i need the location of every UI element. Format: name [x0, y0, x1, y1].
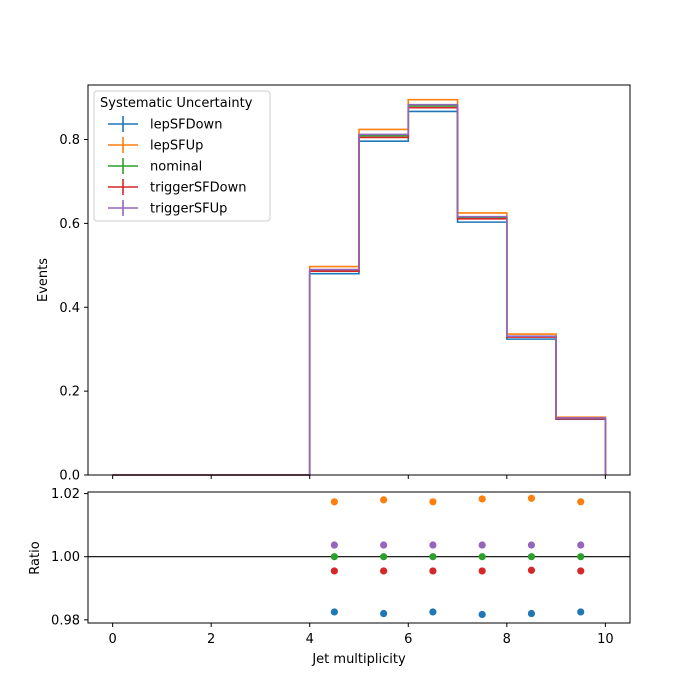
ratio-series-nominal: [330, 553, 585, 561]
ratio-point: [330, 608, 338, 616]
ratio-point: [380, 541, 388, 549]
ratio-point: [429, 608, 437, 616]
ratio-point: [478, 610, 486, 619]
ratio-x-tick-label: 8: [503, 632, 511, 647]
legend-label: nominal: [150, 160, 202, 175]
ratio-y-axis-label: Ratio: [28, 541, 43, 574]
legend-label: triggerSFDown: [150, 181, 246, 196]
main-panel: 0.0 0.2 0.4 0.6 0.8 Events Systematic Uncert…: [36, 84, 631, 484]
ratio-point: [478, 495, 486, 503]
ratio-point: [527, 494, 536, 502]
legend-label: triggerSFUp: [150, 202, 227, 217]
ratio-point: [380, 609, 388, 618]
ratio-point: [330, 498, 338, 506]
ratio-point: [577, 498, 585, 506]
ratio-y-tick-label: 1.02: [51, 487, 80, 502]
main-y-tick-label: 0.4: [59, 301, 80, 316]
ratio-x-tick-label: 6: [404, 632, 412, 647]
ratio-point: [380, 496, 388, 504]
ratio-series-lepSFDown: [330, 608, 585, 619]
ratio-point: [577, 608, 585, 616]
ratio-axes: 0 2 4 6 8 10 0.98 1.00 1.02: [51, 487, 614, 647]
legend-entry-lepSFDown: lepSFDown: [108, 116, 222, 133]
ratio-plot-frame: [87, 491, 631, 624]
ratio-point: [429, 567, 437, 575]
legend-label: lepSFDown: [150, 118, 222, 133]
legend-entry-triggerSFDown: triggerSFDown: [108, 179, 246, 196]
ratio-point: [577, 541, 585, 549]
ratio-point: [527, 553, 536, 561]
ratio-point: [429, 553, 437, 561]
ratio-series-group: [88, 494, 630, 619]
main-y-tick-label: 0.2: [59, 385, 80, 400]
ratio-series-triggerSFUp: [330, 541, 585, 549]
ratio-point: [478, 553, 486, 561]
ratio-x-tick-label: 4: [306, 632, 314, 647]
ratio-series-lepSFUp: [330, 494, 585, 506]
legend-label: lepSFUp: [150, 139, 203, 154]
legend-entry-nominal: nominal: [108, 158, 202, 175]
ratio-point: [429, 541, 437, 549]
ratio-point: [527, 541, 536, 549]
ratio-point: [577, 553, 585, 561]
ratio-point: [330, 541, 338, 549]
legend: Systematic Uncertainty lepSFDown lepSFUp n…: [93, 90, 271, 222]
legend-entry-triggerSFUp: triggerSFUp: [108, 200, 227, 217]
main-axes: 0.0 0.2 0.4 0.6 0.8: [59, 133, 606, 484]
ratio-point: [330, 553, 338, 561]
ratio-point: [577, 567, 585, 575]
ratio-x-tick-label: 10: [597, 632, 614, 647]
legend-entry-lepSFUp: lepSFUp: [108, 137, 203, 154]
ratio-point: [380, 567, 388, 575]
ratio-point: [478, 567, 486, 575]
ratio-series-triggerSFDown: [330, 566, 585, 575]
ratio-point: [330, 567, 338, 575]
legend-title: Systematic Uncertainty: [100, 96, 253, 111]
ratio-point: [527, 566, 536, 574]
ratio-panel: 0 2 4 6 8 10 0.98 1.00 1.02 Ratio Jet multiplici…: [28, 487, 631, 667]
main-y-axis-label: Events: [36, 258, 51, 302]
main-plot-frame: [87, 84, 631, 476]
ratio-y-tick-label: 1.00: [51, 550, 80, 565]
ratio-point: [429, 498, 437, 506]
ratio-y-tick-label: 0.98: [51, 613, 80, 628]
ratio-point: [380, 553, 388, 561]
main-y-tick-label: 0.6: [59, 217, 80, 232]
main-y-tick-label: 0.0: [59, 469, 80, 484]
ratio-x-tick-label: 0: [108, 632, 116, 647]
ratio-x-axis-label: Jet multiplicity: [311, 652, 406, 667]
ratio-point: [527, 609, 536, 618]
legend-entries: lepSFDown lepSFUp nominal triggerSFDown trig…: [108, 116, 246, 217]
ratio-point: [478, 541, 486, 549]
main-y-tick-label: 0.8: [59, 133, 80, 148]
ratio-x-tick-label: 2: [207, 632, 215, 647]
